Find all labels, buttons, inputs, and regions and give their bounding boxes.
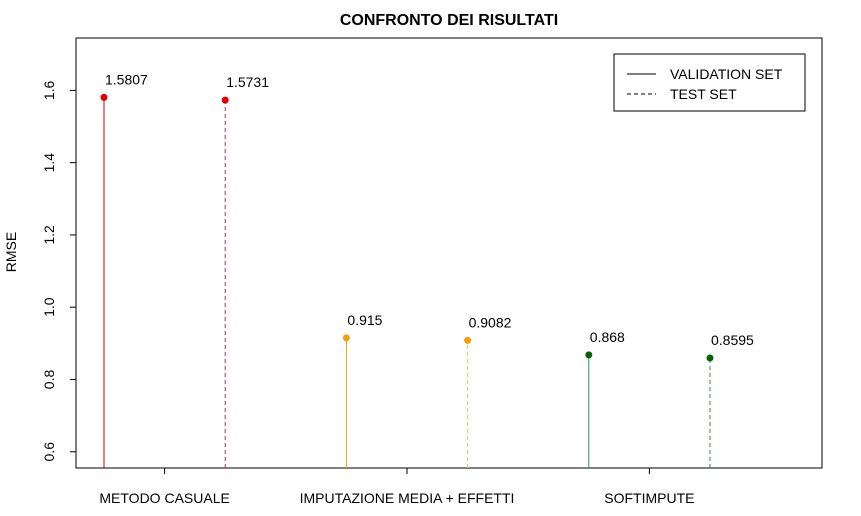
data-label: 0.868 bbox=[590, 329, 625, 345]
test-point bbox=[464, 336, 472, 344]
legend-box bbox=[613, 53, 806, 112]
validation-point bbox=[585, 351, 593, 359]
y-tick-label: 0.8 bbox=[41, 370, 57, 390]
y-tick-label: 0.6 bbox=[41, 442, 57, 462]
test-point bbox=[221, 96, 229, 104]
legend: VALIDATION SET TEST SET bbox=[613, 53, 806, 112]
data-label: 0.9082 bbox=[469, 314, 512, 330]
chart-marks: 1.5807 1.5731 0.915 0.9082 0.868 0.8595 bbox=[100, 71, 754, 468]
y-tick-label: 1.4 bbox=[41, 153, 57, 173]
data-label: 0.8595 bbox=[711, 332, 754, 348]
chart-title: CONFRONTO DEI RISULTATI bbox=[340, 12, 558, 29]
y-axis-label: RMSE bbox=[3, 232, 19, 272]
x-tick-label: METODO CASUALE bbox=[99, 490, 229, 506]
validation-point bbox=[342, 334, 350, 342]
y-axis: 0.6 0.8 1.0 1.2 1.4 1.6 bbox=[41, 80, 76, 461]
x-tick-label: SOFTIMPUTE bbox=[604, 490, 694, 506]
y-tick-label: 1.2 bbox=[41, 225, 57, 245]
data-label: 0.915 bbox=[347, 312, 382, 328]
test-point bbox=[706, 354, 714, 362]
legend-label-test: TEST SET bbox=[670, 86, 737, 102]
plot-area bbox=[75, 37, 823, 469]
y-tick-label: 1.6 bbox=[41, 80, 57, 100]
validation-point bbox=[100, 93, 108, 101]
legend-label-validation: VALIDATION SET bbox=[670, 66, 783, 82]
data-label: 1.5807 bbox=[105, 71, 148, 87]
y-tick-label: 1.0 bbox=[41, 297, 57, 317]
x-tick-label: IMPUTAZIONE MEDIA + EFFETTI bbox=[300, 490, 515, 506]
x-axis: METODO CASUALE IMPUTAZIONE MEDIA + EFFETT… bbox=[99, 468, 695, 506]
data-label: 1.5731 bbox=[226, 74, 269, 90]
